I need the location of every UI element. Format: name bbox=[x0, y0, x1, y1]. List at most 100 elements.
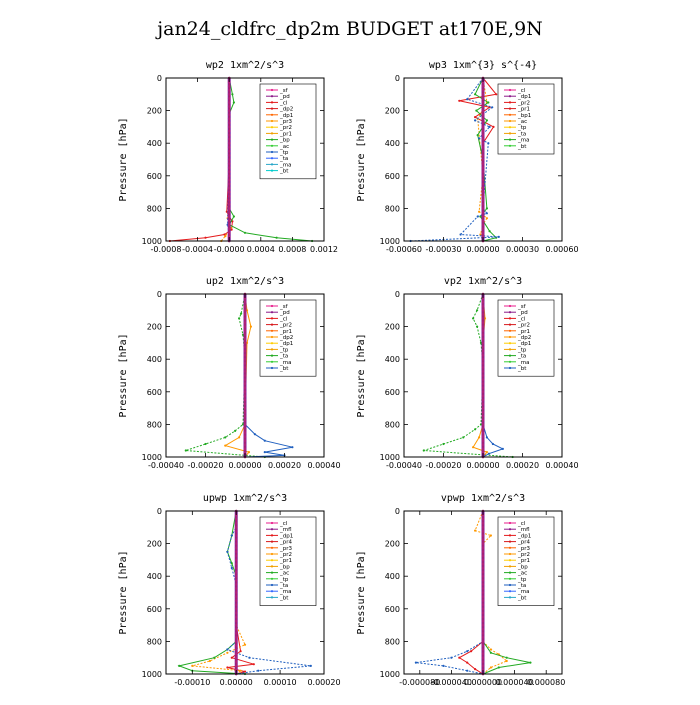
series-point bbox=[226, 666, 229, 669]
y-tick-label: 600 bbox=[385, 605, 400, 614]
zero-profile-marker bbox=[227, 215, 231, 218]
zero-profile-marker bbox=[481, 652, 485, 655]
legend-entry: _ta bbox=[517, 354, 526, 360]
series-point bbox=[505, 656, 508, 659]
zero-profile-marker bbox=[481, 636, 485, 639]
y-tick-label: 0 bbox=[157, 507, 162, 516]
legend-box bbox=[497, 83, 555, 155]
series-point bbox=[243, 231, 247, 234]
y-tick-label: 200 bbox=[385, 323, 400, 332]
legend-marker bbox=[270, 360, 274, 363]
legend-marker bbox=[270, 144, 274, 147]
legend-entry: _bt bbox=[279, 169, 289, 175]
zero-profile-marker bbox=[481, 162, 485, 165]
zero-profile-marker bbox=[234, 664, 238, 668]
legend-entry: _ta bbox=[279, 583, 288, 589]
series-line-bp1 bbox=[474, 77, 498, 242]
y-tick-label: 600 bbox=[147, 172, 162, 181]
y-tick-label: 0 bbox=[157, 74, 162, 83]
legend-marker bbox=[508, 107, 512, 110]
zero-profile-marker bbox=[481, 517, 485, 521]
series-point bbox=[247, 451, 250, 454]
zero-profile-marker bbox=[481, 644, 485, 647]
legend-entry: _pd bbox=[517, 310, 528, 316]
legend-entry: _pr4 bbox=[279, 540, 293, 546]
legend-entry: _dp1 bbox=[279, 113, 293, 119]
zero-profile-marker bbox=[481, 443, 485, 447]
legend-entry: _dp1 bbox=[517, 533, 531, 539]
legend-marker bbox=[508, 577, 512, 580]
legend-marker bbox=[270, 88, 274, 92]
legend-entry: _ta bbox=[517, 131, 526, 137]
zero-profile-marker bbox=[481, 337, 485, 341]
chart-title: upwp 1xm^2/s^3 bbox=[203, 493, 287, 504]
zero-profile-marker bbox=[243, 357, 247, 361]
zero-profile-marker bbox=[481, 648, 485, 651]
series-point bbox=[231, 93, 234, 96]
zero-profile-marker bbox=[227, 207, 231, 210]
zero-profile-marker bbox=[234, 623, 238, 627]
zero-profile-marker bbox=[234, 611, 238, 615]
series-point bbox=[230, 656, 233, 659]
zero-profile-marker bbox=[481, 231, 485, 235]
series-point bbox=[208, 659, 211, 663]
zero-profile-marker bbox=[481, 109, 485, 112]
zero-profile-marker bbox=[481, 394, 485, 398]
legend-entry: _pr3 bbox=[279, 546, 293, 552]
zero-profile-marker bbox=[481, 125, 485, 129]
zero-profile-marker bbox=[481, 599, 485, 602]
zero-profile-marker bbox=[243, 419, 247, 422]
legend-marker bbox=[508, 360, 512, 363]
zero-profile-marker bbox=[481, 207, 485, 210]
zero-profile-marker bbox=[234, 652, 238, 655]
x-tick-label: -0.00020 bbox=[188, 461, 224, 470]
zero-profile-marker bbox=[481, 378, 485, 381]
x-tick-label: 0.00060 bbox=[545, 245, 578, 254]
zero-profile-marker bbox=[234, 574, 238, 578]
zero-profile-marker bbox=[481, 309, 485, 312]
y-tick-label: 800 bbox=[147, 637, 162, 646]
series-line-ta bbox=[415, 511, 484, 675]
x-tick-label: 0.00040 bbox=[307, 461, 340, 470]
legend-marker bbox=[508, 565, 512, 568]
zero-profile-marker bbox=[243, 374, 247, 377]
legend-marker bbox=[508, 317, 512, 320]
legend-marker bbox=[270, 113, 274, 116]
legend-marker bbox=[508, 366, 512, 370]
x-tick-label: -0.00040 bbox=[386, 461, 422, 470]
zero-profile-marker bbox=[481, 129, 485, 133]
zero-profile-marker bbox=[227, 88, 231, 92]
zero-profile-marker bbox=[481, 595, 485, 598]
zero-profile-marker bbox=[481, 530, 485, 533]
series-point bbox=[485, 217, 488, 220]
zero-profile-marker bbox=[481, 550, 485, 554]
legend-marker bbox=[270, 596, 274, 599]
legend-entry: _pd bbox=[279, 310, 290, 316]
legend-marker bbox=[508, 329, 512, 332]
zero-profile-marker bbox=[227, 109, 231, 112]
legend-marker bbox=[270, 366, 274, 370]
y-tick-label: 800 bbox=[385, 420, 400, 429]
zero-profile-marker bbox=[234, 550, 238, 554]
y-axis-label: Pressure [hPa] bbox=[356, 550, 367, 634]
series-point bbox=[478, 210, 481, 213]
y-tick-label: 400 bbox=[147, 139, 162, 148]
chart-title: vpwp 1xm^2/s^3 bbox=[441, 493, 525, 504]
zero-profile-marker bbox=[234, 648, 238, 651]
legend-entry: _tp bbox=[517, 347, 527, 353]
legend-marker bbox=[508, 521, 512, 525]
zero-profile-marker bbox=[227, 117, 231, 121]
y-tick-label: 1000 bbox=[380, 453, 400, 462]
series-point bbox=[485, 436, 488, 439]
legend-marker bbox=[270, 540, 274, 543]
legend-entry: _ta bbox=[279, 354, 288, 360]
legend-entry: _pr1 bbox=[279, 131, 292, 137]
x-tick-label: 0.00010 bbox=[264, 678, 297, 687]
zero-profile-marker bbox=[481, 386, 485, 390]
zero-profile-marker bbox=[234, 538, 238, 541]
series-point bbox=[466, 98, 469, 101]
x-tick-label: -0.000080 bbox=[399, 678, 440, 687]
y-tick-label: 0 bbox=[395, 74, 400, 83]
legend-marker bbox=[508, 590, 512, 593]
